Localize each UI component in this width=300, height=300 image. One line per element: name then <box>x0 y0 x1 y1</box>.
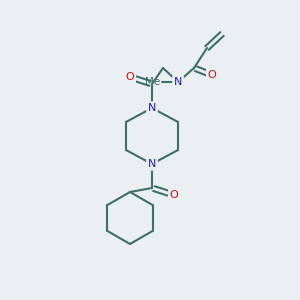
Text: Me: Me <box>145 77 160 87</box>
Text: O: O <box>169 190 178 200</box>
Text: N: N <box>174 77 182 87</box>
Text: N: N <box>148 159 156 169</box>
Text: O: O <box>208 70 216 80</box>
Text: O: O <box>126 72 134 82</box>
Text: N: N <box>148 103 156 113</box>
